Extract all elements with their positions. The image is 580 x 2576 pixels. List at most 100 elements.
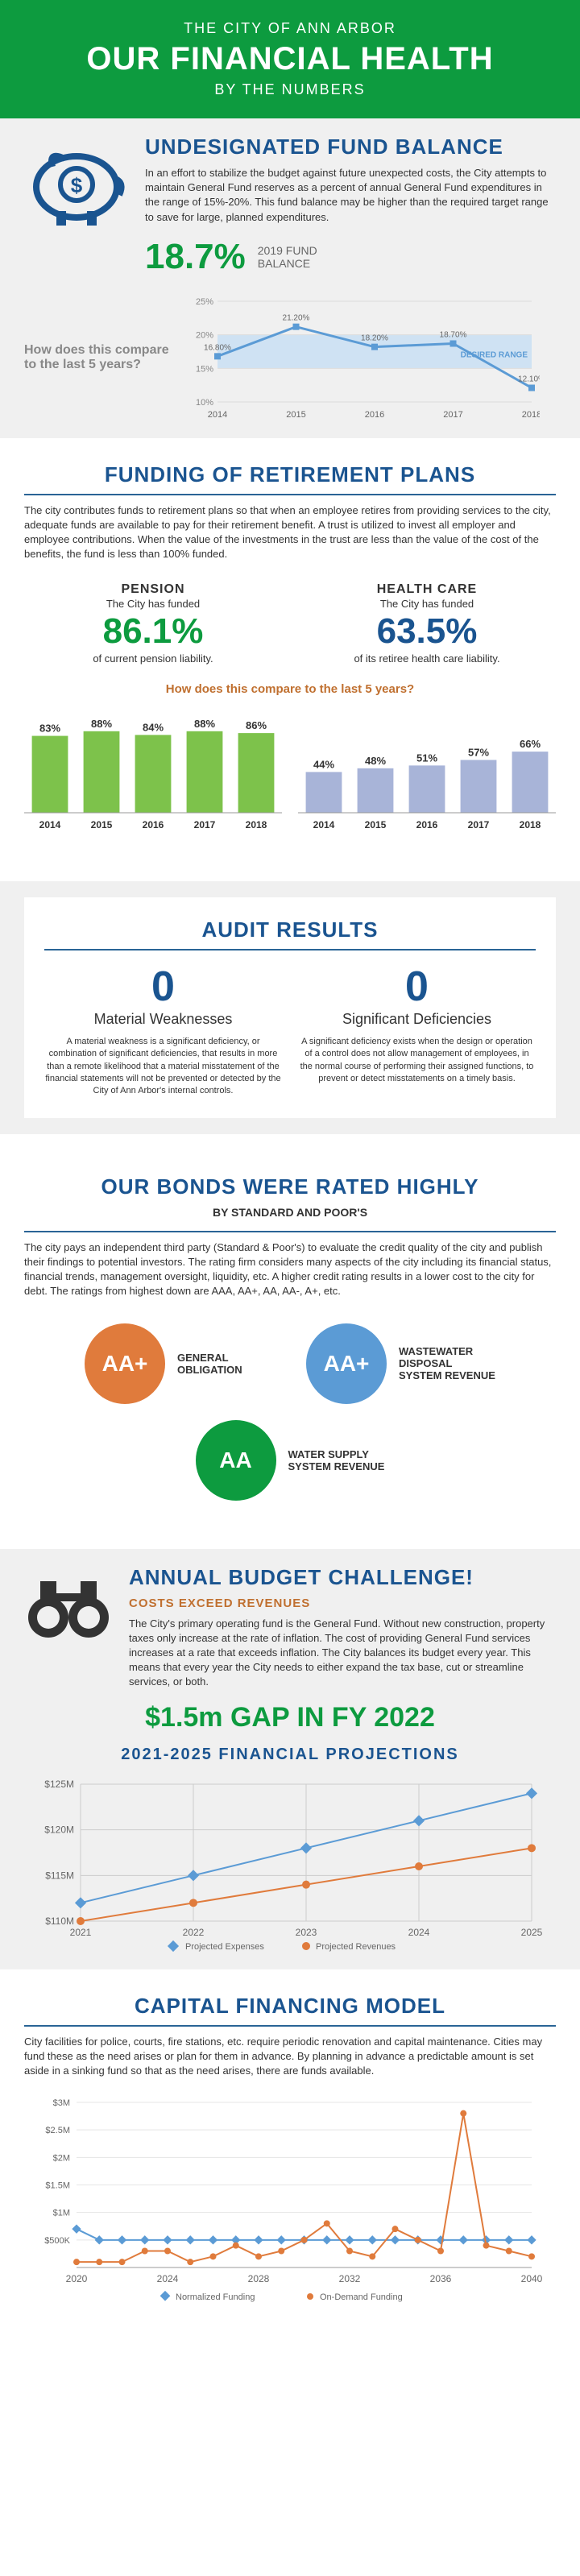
svg-text:15%: 15% (196, 364, 213, 374)
bond-rating-circle: AA+ (85, 1323, 165, 1404)
bonds-section: OUR BONDS WERE RATED HIGHLY BY STANDARD … (0, 1134, 580, 1525)
svg-text:2014: 2014 (39, 819, 61, 830)
header-subtitle: BY THE NUMBERS (20, 81, 560, 98)
svg-text:$125M: $125M (44, 1779, 74, 1790)
pension-label: PENSION (24, 582, 282, 597)
svg-text:$500K: $500K (44, 2236, 70, 2246)
svg-text:2017: 2017 (194, 819, 216, 830)
svg-text:2024: 2024 (157, 2273, 179, 2284)
svg-text:2018: 2018 (246, 819, 267, 830)
bond-rating-circle: AA+ (306, 1323, 387, 1404)
budget-section: ANNUAL BUDGET CHALLENGE! COSTS EXCEED RE… (0, 1549, 580, 1969)
svg-text:$110M: $110M (45, 1915, 74, 1927)
projections-chart: $125M$120M$115M$110M20212022202320242025… (32, 1776, 548, 1953)
svg-text:2021: 2021 (70, 1927, 92, 1938)
capital-heading: CAPITAL FINANCING MODEL (24, 1994, 556, 2019)
audit-mw-num: 0 (44, 963, 282, 1011)
svg-text:$115M: $115M (45, 1870, 74, 1881)
capital-section: CAPITAL FINANCING MODEL City facilities … (0, 1969, 580, 2329)
svg-text:2016: 2016 (365, 410, 384, 420)
retire-heading: FUNDING OF RETIREMENT PLANS (24, 462, 556, 487)
budget-proj-head: 2021-2025 FINANCIAL PROJECTIONS (24, 1746, 556, 1764)
svg-text:DESIRED RANGE: DESIRED RANGE (461, 350, 528, 359)
svg-text:84%: 84% (143, 721, 164, 733)
bonds-heading: OUR BONDS WERE RATED HIGHLY (24, 1174, 556, 1199)
svg-text:86%: 86% (246, 719, 267, 731)
svg-text:$3M: $3M (53, 2098, 70, 2108)
svg-text:57%: 57% (468, 746, 489, 758)
fund-line-chart: 25%20%15%10%16.80%21.20%18.20%18.70%12.1… (185, 293, 540, 422)
fund-pct-label: 2019 FUND BALANCE (258, 244, 338, 270)
svg-text:2022: 2022 (183, 1927, 205, 1938)
audit-mw-label: Material Weaknesses (44, 1011, 282, 1028)
svg-text:16.80%: 16.80% (204, 343, 231, 352)
svg-text:88%: 88% (91, 718, 112, 730)
piggy-bank-icon: $ (24, 135, 129, 277)
svg-text:$120M: $120M (44, 1824, 74, 1835)
svg-text:25%: 25% (196, 297, 213, 307)
svg-text:44%: 44% (313, 758, 334, 770)
svg-text:48%: 48% (365, 755, 386, 767)
svg-text:2028: 2028 (248, 2273, 270, 2284)
svg-text:2036: 2036 (430, 2273, 452, 2284)
header-supertitle: THE CITY OF ANN ARBOR (20, 20, 560, 37)
svg-text:On-Demand Funding: On-Demand Funding (320, 2292, 403, 2302)
audit-mw-body: A material weakness is a significant def… (44, 1036, 282, 1098)
svg-text:2014: 2014 (313, 819, 335, 830)
health-pct: 63.5% (298, 611, 556, 652)
svg-text:Normalized Funding: Normalized Funding (176, 2292, 255, 2302)
capital-body: City facilities for police, courts, fire… (24, 2035, 556, 2079)
pension-line2: of current pension liability. (24, 652, 282, 666)
svg-text:2024: 2024 (408, 1927, 430, 1938)
health-line1: The City has funded (298, 597, 556, 611)
svg-text:18.20%: 18.20% (361, 333, 388, 342)
svg-text:Projected Expenses: Projected Expenses (185, 1942, 264, 1952)
svg-text:2015: 2015 (286, 410, 305, 420)
capital-chart: $3M$2.5M$2M$1.5M$1M$500K2020202420282032… (32, 2094, 548, 2304)
svg-text:$2M: $2M (53, 2153, 70, 2163)
retirement-section: FUNDING OF RETIREMENT PLANS The city con… (0, 438, 580, 857)
budget-heading: ANNUAL BUDGET CHALLENGE! (129, 1565, 556, 1590)
bonds-sub: BY STANDARD AND POOR'S (24, 1206, 556, 1219)
fund-body: In an effort to stabilize the budget aga… (145, 166, 556, 225)
svg-text:10%: 10% (196, 398, 213, 408)
svg-text:2015: 2015 (91, 819, 113, 830)
svg-text:2014: 2014 (208, 410, 227, 420)
svg-text:88%: 88% (194, 718, 215, 730)
audit-sd-body: A significant deficiency exists when the… (298, 1036, 536, 1086)
audit-heading: AUDIT RESULTS (44, 917, 536, 942)
svg-text:2032: 2032 (339, 2273, 361, 2284)
budget-gap: $1.5m GAP IN FY 2022 (24, 1702, 556, 1733)
binoculars-icon (24, 1565, 113, 1690)
health-label: HEALTH CARE (298, 582, 556, 597)
header-title: OUR FINANCIAL HEALTH (20, 41, 560, 77)
pension-bar-chart: 83%201488%201584%201688%201786%2018 (24, 704, 282, 833)
svg-text:21.20%: 21.20% (283, 313, 310, 322)
pension-pct: 86.1% (24, 611, 282, 652)
pension-line1: The City has funded (24, 597, 282, 611)
bond-rating-circle: AA (196, 1420, 276, 1501)
fund-heading: UNDESIGNATED FUND BALANCE (145, 135, 556, 159)
fund-pct: 18.7% (145, 237, 246, 277)
audit-sd-num: 0 (298, 963, 536, 1011)
health-bar-chart: 44%201448%201551%201657%201766%2018 (298, 704, 556, 833)
svg-text:2017: 2017 (468, 819, 490, 830)
svg-text:2016: 2016 (143, 819, 164, 830)
fund-balance-section: $ UNDESIGNATED FUND BALANCE In an effort… (0, 118, 580, 438)
retire-body: The city contributes funds to retirement… (24, 503, 556, 562)
svg-text:Projected Revenues: Projected Revenues (316, 1942, 396, 1952)
svg-text:2017: 2017 (443, 410, 462, 420)
svg-text:$1.5M: $1.5M (45, 2181, 70, 2191)
svg-text:2018: 2018 (520, 819, 541, 830)
svg-text:2040: 2040 (521, 2273, 543, 2284)
svg-text:$: $ (71, 173, 83, 197)
svg-text:$1M: $1M (53, 2209, 70, 2218)
audit-sd-label: Significant Deficiencies (298, 1011, 536, 1028)
svg-text:2023: 2023 (296, 1927, 317, 1938)
svg-text:20%: 20% (196, 330, 213, 340)
svg-text:2018: 2018 (522, 410, 540, 420)
retire-compare-q: How does this compare to the last 5 year… (24, 682, 556, 696)
fund-compare-q: How does this compare to the last 5 year… (24, 343, 169, 372)
svg-text:18.70%: 18.70% (440, 330, 467, 339)
budget-body: The City's primary operating fund is the… (129, 1617, 556, 1690)
